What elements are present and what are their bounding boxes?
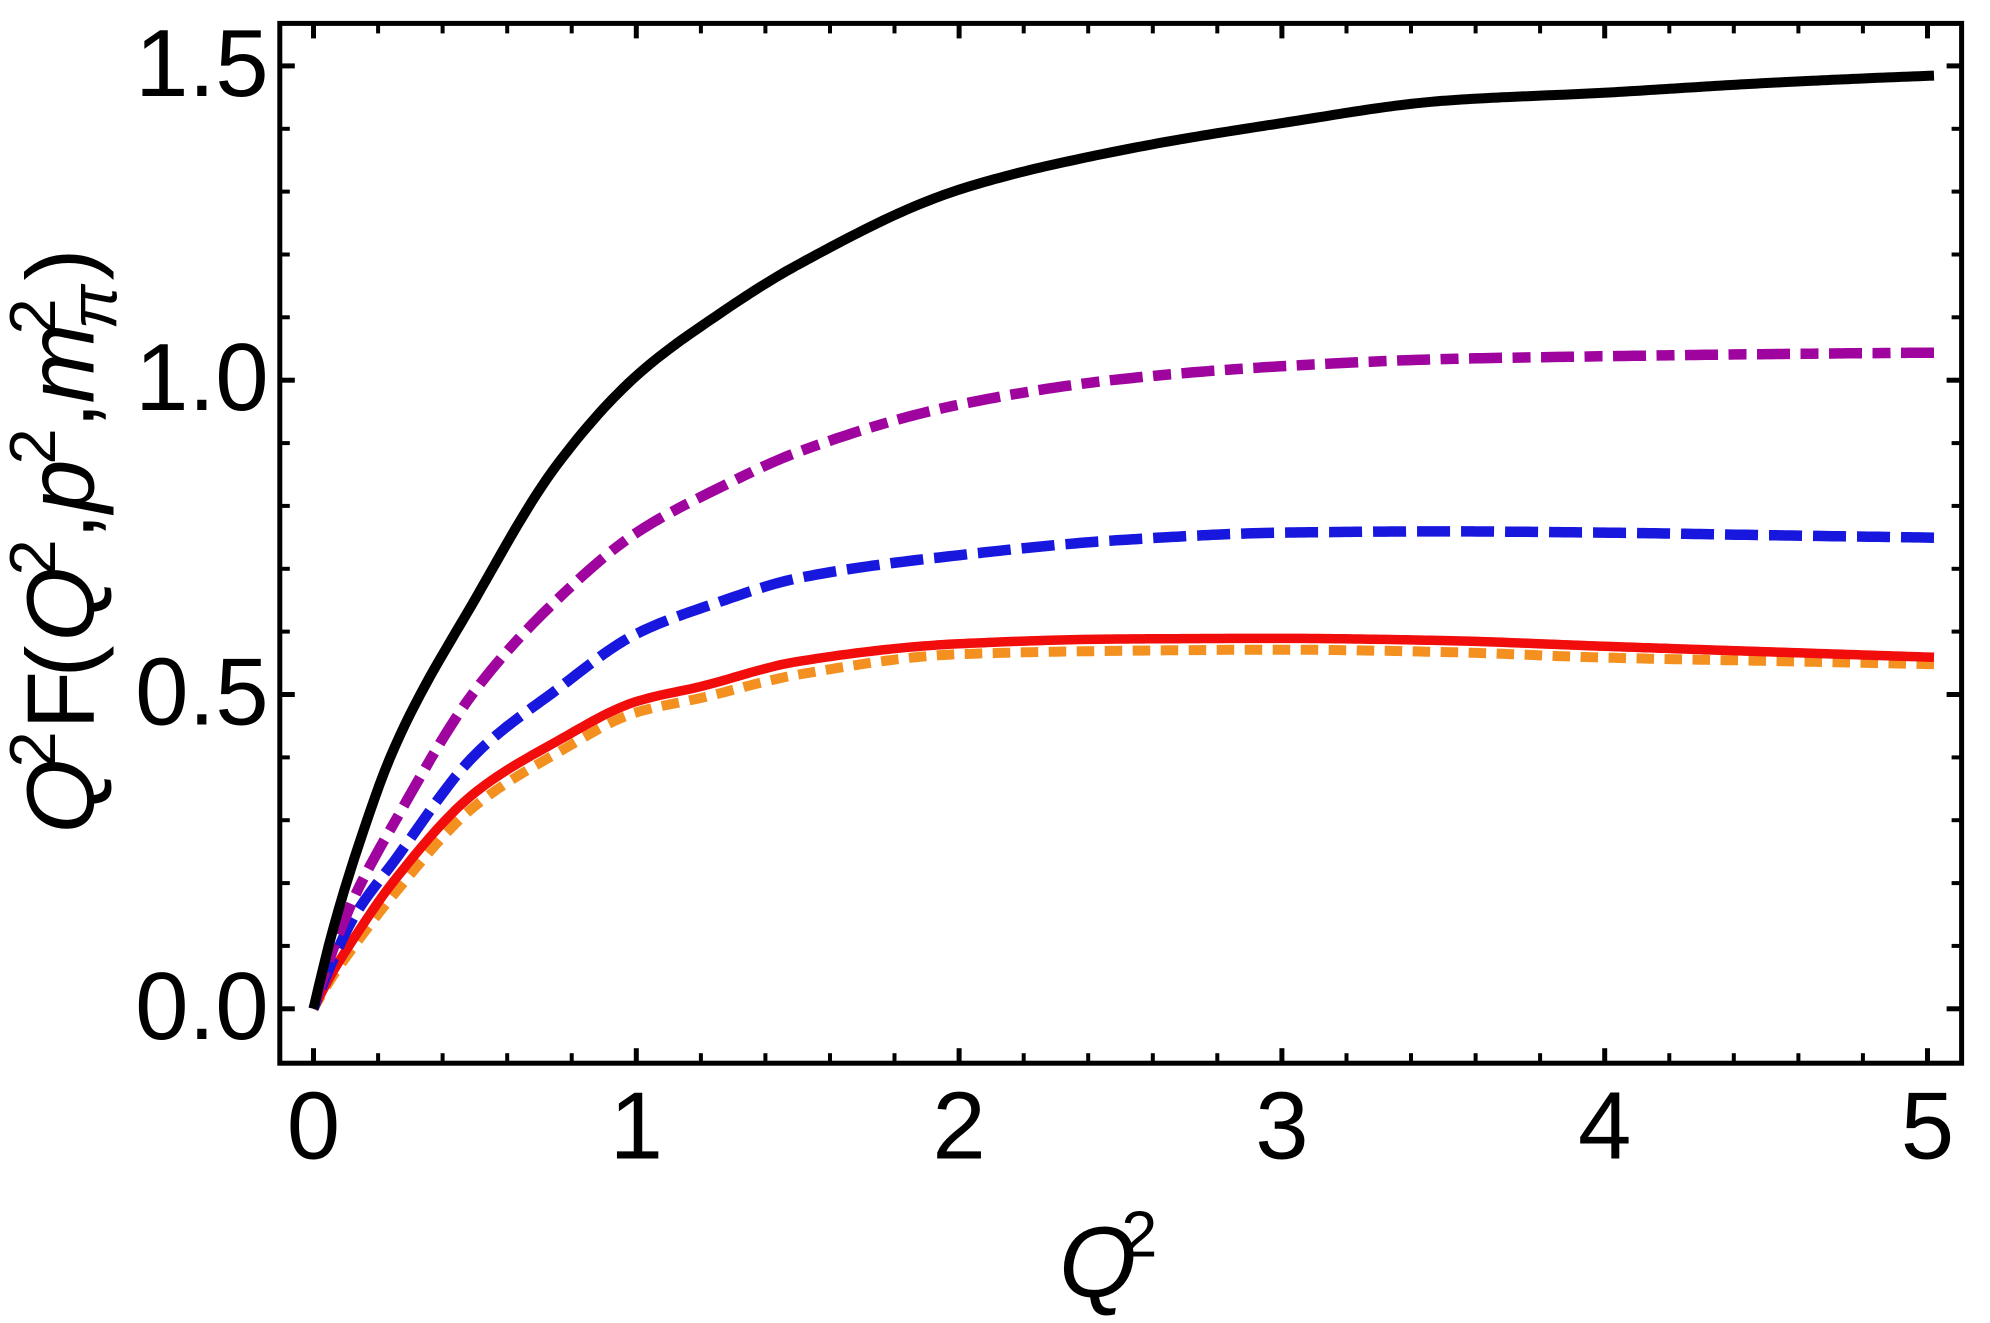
svg-text:0.5: 0.5: [135, 639, 268, 746]
svg-text:Q2F(Q2,p2,m2): Q2F(Q2,p2,m2): [0, 249, 115, 834]
svg-text:1: 1: [610, 1072, 663, 1179]
svg-text:3: 3: [1255, 1072, 1308, 1179]
svg-text:4: 4: [1578, 1072, 1631, 1179]
svg-text:0.0: 0.0: [135, 953, 268, 1060]
svg-text:5: 5: [1901, 1072, 1954, 1179]
svg-text:2: 2: [932, 1072, 985, 1179]
svg-text:1.0: 1.0: [135, 324, 268, 431]
svg-text:1.5: 1.5: [135, 10, 268, 117]
svg-text:2: 2: [1121, 1197, 1157, 1270]
svg-text:π: π: [57, 284, 132, 330]
svg-text:0: 0: [287, 1072, 340, 1179]
svg-text:Q: Q: [1059, 1206, 1137, 1318]
